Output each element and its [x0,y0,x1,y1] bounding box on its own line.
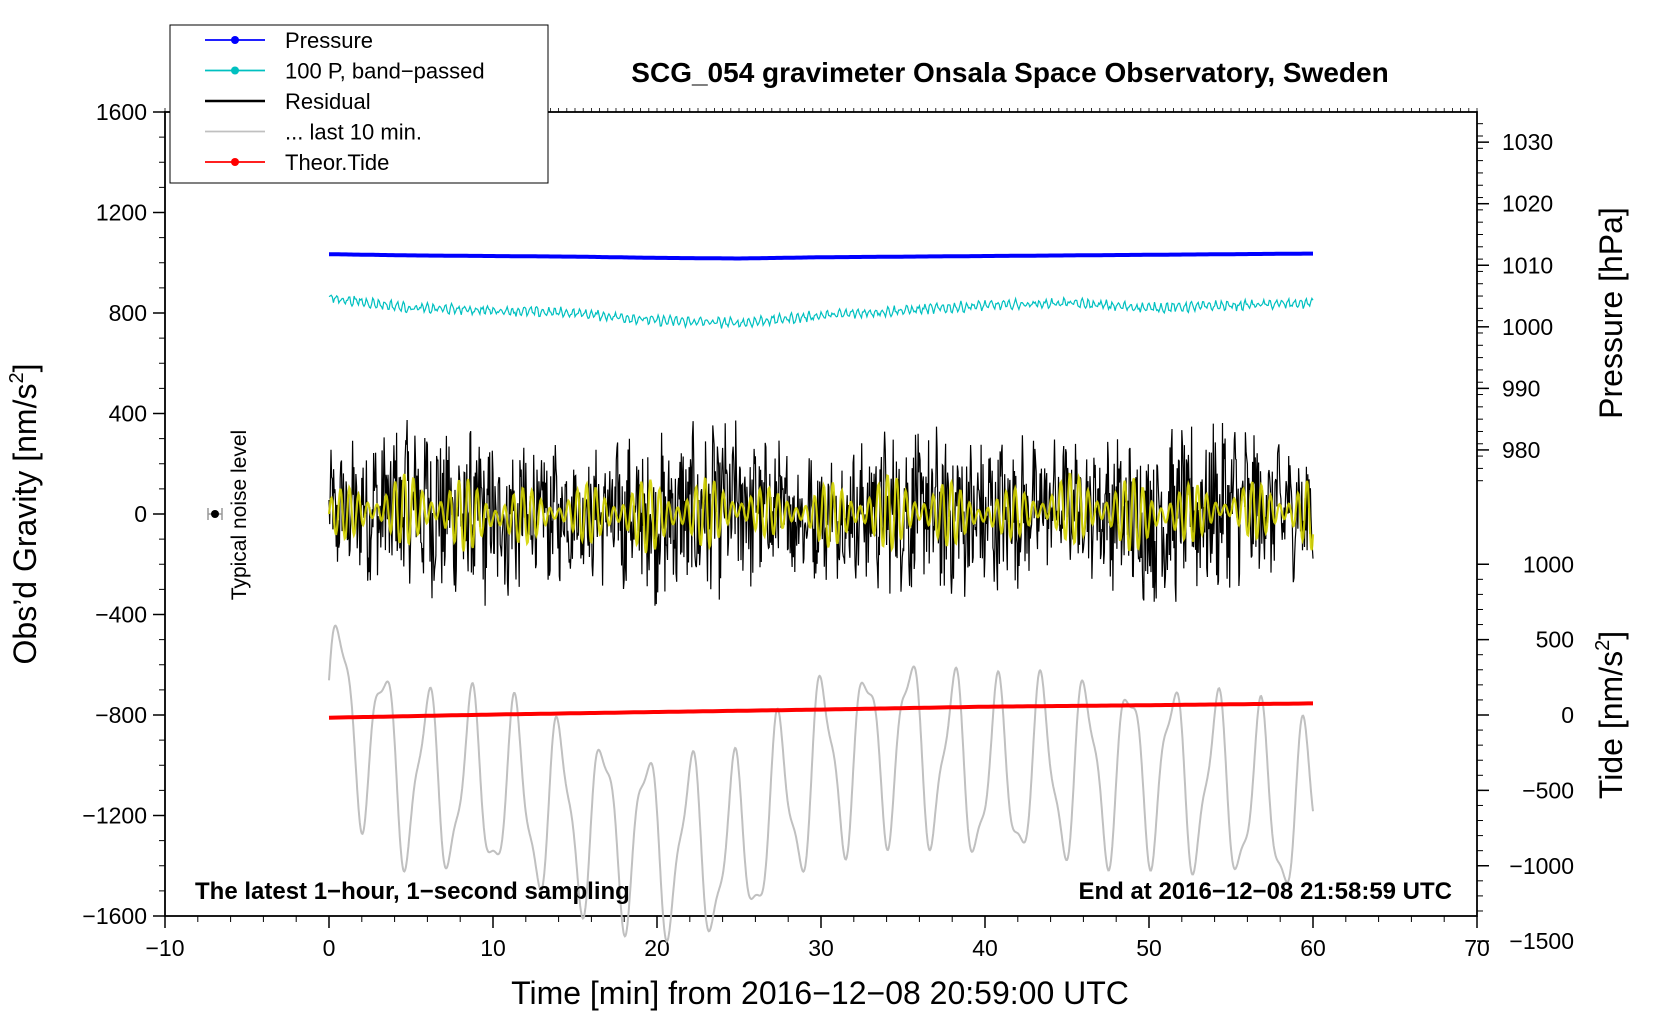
y-axis-tide: 1000 500 0 −500 −1000 −1500 [1477,551,1574,954]
y-pressure-tick-label: 990 [1502,375,1540,401]
series-residual-filtered [327,472,1315,554]
y-tide-tick-label: 500 [1536,627,1574,653]
x-tick-label: 0 [323,935,336,961]
legend-label: Residual [285,89,371,114]
y-left-tick-label: 1200 [96,200,147,226]
noise-level-label: Typical noise level [228,430,251,600]
y-pressure-tick-label: 980 [1502,437,1540,463]
chart-title: SCG_054 gravimeter Onsala Space Observat… [631,57,1388,88]
y-axis-left-label: Obs’d Gravity [nm/s2] [6,364,43,665]
x-axis: −10 0 10 20 30 40 50 60 70 [145,108,1490,961]
y-left-tick-label: 400 [109,401,147,427]
y-axis-pressure-label: Pressure [hPa] [1593,207,1629,419]
legend-box [169,24,549,184]
y-pressure-tick-label: 1010 [1502,252,1553,278]
y-axis-left-label-end: ] [7,364,43,373]
series-pressure [329,251,1313,261]
x-tick-label: 10 [480,935,506,961]
y-pressure-tick-label: 1030 [1502,129,1553,155]
noise-level-marker [207,508,223,520]
y-axis-tide-label: Tide [nm/s2] [1592,631,1629,799]
y-axis-pressure: 1030 1020 1010 1000 990 980 [1477,123,1553,482]
legend-marker [231,66,239,75]
y-left-tick-label: 800 [109,300,147,326]
y-axis-left-label-sup: 2 [6,372,28,383]
x-tick-label: 60 [1300,935,1326,961]
y-tide-tick-label: −1500 [1509,928,1574,954]
legend-marker [231,36,239,44]
x-tick-label: 70 [1464,935,1490,961]
series-last-10-min [328,624,1314,943]
y-tide-tick-label: 0 [1561,702,1574,728]
legend-marker [231,158,239,166]
series-layer [327,251,1315,943]
y-left-tick-label: 1600 [96,99,147,125]
y-axis-tide-label-sup: 2 [1592,640,1614,651]
y-axis-left: 1600 1200 800 400 0 −400 −800 −1200 −1600 [82,99,165,929]
y-axis-left-label-main: Obs’d Gravity [nm/s [7,384,43,665]
legend-label: Theor.Tide [285,150,389,175]
note-end-time: End at 2016−12−08 21:58:59 UTC [1078,878,1452,905]
y-axis-tide-label-end: ] [1593,631,1629,640]
series-100p-band-passed [328,294,1314,330]
series-theor-tide [328,701,1313,720]
series-residual [328,419,1314,606]
x-tick-label: 30 [808,935,834,961]
note-sampling: The latest 1−hour, 1−second sampling [195,878,630,905]
y-pressure-tick-label: 1020 [1502,191,1553,217]
y-tide-tick-label: 1000 [1523,551,1574,577]
noise-dot [211,510,219,518]
y-left-tick-label: 0 [134,501,147,527]
y-left-tick-label: −1200 [82,803,147,829]
legend-label: Pressure [285,28,373,53]
y-left-tick-label: −400 [95,602,147,628]
legend-label: ... last 10 min. [285,120,422,145]
x-axis-label: Time [min] from 2016−12−08 20:59:00 UTC [511,975,1129,1011]
x-tick-label: 50 [1136,935,1162,961]
y-tide-tick-label: −1000 [1509,853,1574,879]
y-left-tick-label: −1600 [82,903,147,929]
x-tick-label: −10 [145,935,184,961]
legend-label: 100 P, band−passed [285,59,485,84]
y-left-tick-label: −800 [95,702,147,728]
x-tick-label: 40 [972,935,998,961]
y-tide-tick-label: −500 [1522,777,1574,803]
y-pressure-tick-label: 1000 [1502,314,1553,340]
y-axis-tide-label-main: Tide [nm/s [1593,651,1629,799]
legend: Pressure 100 P, band−passed Residual ... la… [169,24,549,184]
